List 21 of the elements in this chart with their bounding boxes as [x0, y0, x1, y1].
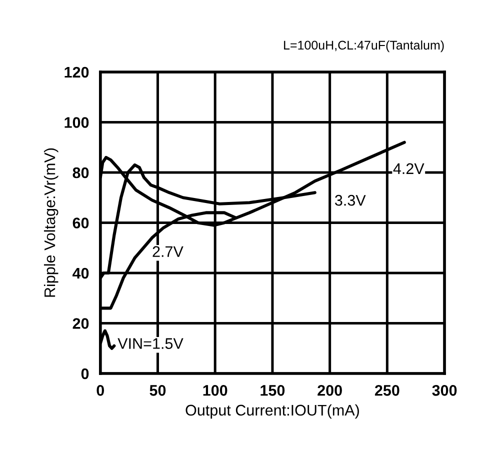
- x-axis-title: Output Current:IOUT(mA): [186, 404, 359, 419]
- x-tick-label: 300: [432, 385, 457, 396]
- y-tick-label: 120: [64, 66, 89, 78]
- y-tick-label: 100: [64, 117, 89, 128]
- x-tick-label: 0: [96, 385, 104, 396]
- y-tick-label: 40: [72, 268, 89, 279]
- x-tick-label: 50: [150, 385, 166, 396]
- x-tick-label: 250: [374, 385, 400, 396]
- y-tick-label: 80: [72, 167, 89, 178]
- series-label: 4.2V: [393, 163, 424, 174]
- y-axis-title: Ripple Voltage:Vr(mV): [44, 148, 58, 297]
- x-tick-label: 150: [260, 385, 285, 396]
- y-tick-label: 60: [72, 218, 89, 228]
- chart-subtitle: L=100uH,CL:47uF(Tantalum): [284, 40, 444, 52]
- series-label: 2.7V: [152, 246, 184, 257]
- x-tick-label: 100: [203, 385, 228, 396]
- series-label: 3.3V: [334, 194, 366, 206]
- y-tick-label: 0: [81, 368, 89, 380]
- y-tick-label: 20: [72, 318, 89, 329]
- x-tick-label: 200: [318, 385, 342, 396]
- series-label: VIN=1.5V: [118, 338, 184, 349]
